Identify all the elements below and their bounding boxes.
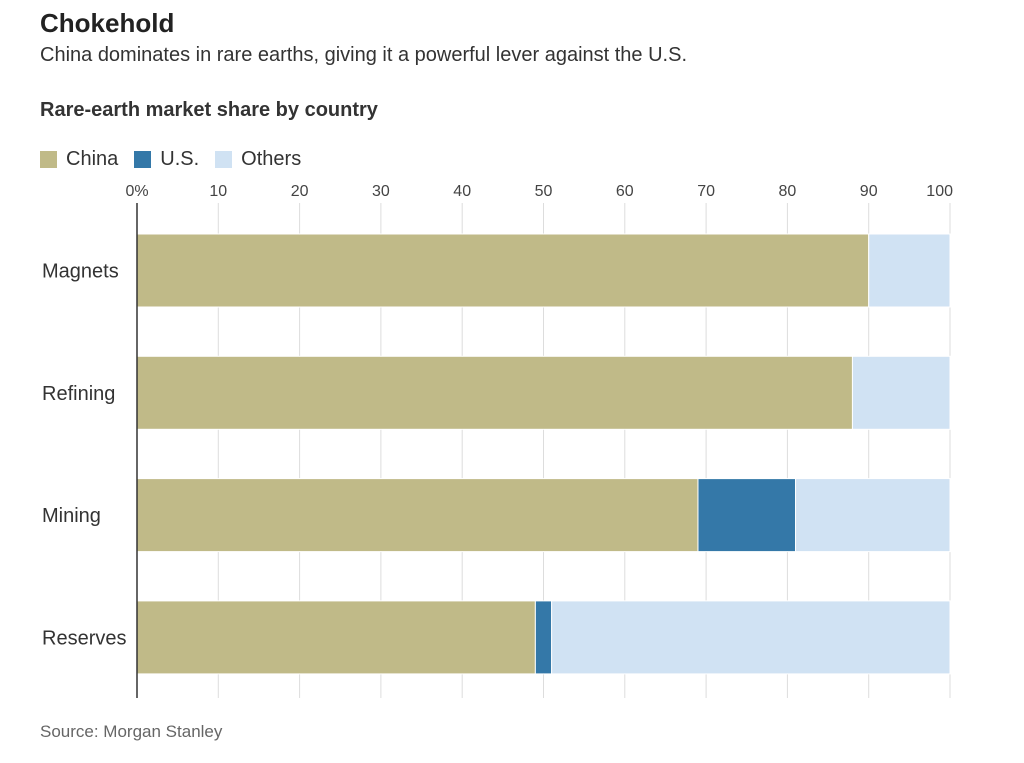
bar-china-reserves [136,600,536,675]
x-tick-label: 20 [291,183,309,200]
category-label: Refining [42,383,115,405]
bar-others-refining [851,355,951,430]
chart-title: Rare-earth market share by country [40,99,378,121]
x-tick-label: 30 [372,183,390,200]
legend-label-others: Others [241,148,302,170]
legend-item-others: Others [215,148,301,171]
x-tick-label: 80 [779,183,797,200]
x-tick-label: 90 [860,183,878,200]
bar-others-reserves [551,600,951,675]
legend-item-china: China [40,148,118,171]
x-tick-label: 70 [697,183,715,200]
x-tick-label: 10 [209,183,227,200]
chart-headline: Chokehold [40,8,175,38]
legend-label-china: China [66,148,119,170]
x-tick-label: 0% [125,183,148,200]
legend-swatch-china [40,151,57,168]
category-label: Magnets [42,261,119,283]
legend: China U.S. Others [40,148,317,171]
source-note: Source: Morgan Stanley [40,722,223,741]
bar-us-reserves [534,600,553,675]
bar-china-mining [136,478,699,553]
category-label: Mining [42,505,101,527]
bar-others-mining [795,478,951,553]
legend-swatch-us [134,151,152,168]
bar-us-mining [697,478,797,553]
chart-subtitle: China dominates in rare earths, giving i… [40,44,688,66]
x-tick-label: 100 [926,183,953,200]
legend-label-us: U.S. [160,148,200,170]
bar-others-magnets [868,233,951,308]
x-tick-label: 60 [616,183,634,200]
category-label: Reserves [42,627,126,649]
legend-swatch-others [215,151,233,168]
bar-china-magnets [136,233,870,308]
x-tick-label: 40 [453,183,471,200]
x-tick-label: 50 [535,183,553,200]
legend-item-us: U.S. [134,148,199,171]
bar-china-refining [136,355,853,430]
